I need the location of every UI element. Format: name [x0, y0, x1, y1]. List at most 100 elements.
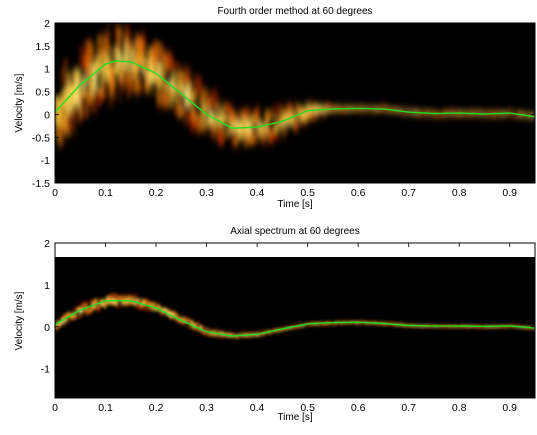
spectrum-cell [448, 326, 452, 328]
spectrum-cell [175, 94, 179, 105]
spectrum-cell [277, 120, 281, 132]
spectrum-cell [238, 333, 242, 336]
spectrum-cell [352, 105, 356, 110]
spectrum-cell [379, 106, 383, 108]
spectrum-cell [61, 315, 65, 319]
spectrum-cell [136, 297, 140, 302]
spectrum-cell [295, 326, 299, 329]
spectrum-cell [235, 129, 239, 146]
spectrum-cell [277, 111, 281, 119]
spectrum-cell [409, 108, 413, 112]
spectrum-cell [331, 109, 335, 112]
spectrum-cell [136, 39, 140, 70]
spectrum-cell [241, 126, 245, 139]
chart-bottom-empty-band [55, 243, 535, 256]
spectrum-cell [184, 104, 188, 127]
x-tick-label: 0 [52, 187, 58, 199]
spectrum-cell [181, 71, 185, 91]
spectrum-cell [283, 117, 287, 131]
spectrum-cell [514, 114, 518, 118]
spectrum-cell [184, 317, 188, 322]
spectrum-cell [217, 118, 221, 132]
spectrum-cell [403, 110, 407, 112]
spectrum-cell [199, 77, 203, 99]
spectrum-cell [373, 323, 377, 325]
spectrum-cell [94, 94, 98, 115]
spectrum-cell [190, 97, 194, 121]
spectrum-cell [367, 109, 371, 111]
x-tick-label: 0.9 [502, 187, 517, 199]
spectrum-cell [64, 321, 68, 327]
spectrum-cell [187, 111, 191, 121]
spectrum-cell [142, 297, 146, 302]
spectrum-cell [235, 126, 239, 132]
spectrum-cell [61, 113, 65, 129]
x-tick-label: 0.6 [351, 402, 366, 414]
spectrum-cell [358, 110, 362, 112]
x-tick-label: 0.8 [452, 402, 467, 414]
spectrum-cell [256, 335, 260, 338]
spectrum-cell [139, 78, 143, 93]
spectrum-cell [307, 98, 311, 105]
spectrum-cell [124, 295, 128, 299]
spectrum-cell [202, 329, 206, 334]
y-tick-label: 2 [44, 18, 50, 30]
spectrum-cell [430, 326, 434, 328]
spectrum-cell [445, 326, 449, 328]
spectrum-cell [226, 131, 230, 137]
spectrum-cell [529, 117, 533, 120]
spectrum-cell [124, 66, 128, 86]
spectrum-cell [526, 327, 530, 329]
spectrum-cell [478, 114, 482, 116]
spectrum-cell [187, 324, 191, 329]
chart-top: Fourth order method at 60 degrees 0 0.1 0.… [14, 6, 536, 210]
spectrum-cell [418, 111, 422, 113]
spectrum-cell [169, 317, 173, 320]
spectrum-cell [499, 114, 503, 117]
spectrum-cell [235, 337, 239, 340]
spectrum-cell [103, 298, 107, 300]
spectrum-cell [316, 324, 320, 326]
y-tick-label: 1 [44, 64, 50, 76]
spectrum-cell [484, 113, 488, 116]
spectrum-cell [127, 38, 131, 52]
spectrum-cell [448, 112, 452, 116]
spectrum-cell [85, 301, 89, 307]
spectrum-cell [208, 97, 212, 109]
spectrum-cell [157, 76, 161, 105]
y-tick-label: 2 [44, 238, 50, 250]
spectrum-cell [163, 88, 167, 111]
spectrum-cell [91, 95, 95, 113]
spectrum-cell [349, 322, 353, 324]
spectrum-cell [274, 116, 278, 121]
spectrum-cell [130, 68, 134, 79]
spectrum-cell [529, 113, 533, 117]
x-tick-label: 0 [52, 402, 58, 414]
spectrum-cell [379, 323, 383, 326]
spectrum-cell [148, 308, 152, 312]
spectrum-cell [325, 323, 329, 326]
chart-bottom-velocity-line [55, 300, 535, 337]
spectrum-cell [322, 323, 326, 326]
spectrum-cell [424, 113, 428, 116]
spectrum-cell [289, 112, 293, 126]
spectrum-cell [79, 46, 83, 68]
spectrum-cell [364, 322, 368, 325]
spectrum-cell [427, 114, 431, 116]
spectrum-cell [310, 324, 314, 326]
spectrum-cell [451, 109, 455, 113]
spectrum-cell [262, 333, 266, 335]
spectrum-cell [400, 107, 404, 110]
spectrum-cell [223, 102, 227, 108]
spectrum-cell [244, 335, 248, 338]
spectrum-cell [361, 109, 365, 112]
spectrum-cell [223, 335, 227, 339]
spectrum-cell [79, 70, 83, 82]
spectrum-cell [70, 84, 74, 114]
spectrum-cell [484, 110, 488, 113]
spectrum-cell [172, 71, 176, 79]
spectrum-cell [94, 307, 98, 310]
spectrum-cell [238, 335, 242, 338]
spectrum-cell [322, 104, 326, 110]
spectrum-cell [223, 113, 227, 123]
